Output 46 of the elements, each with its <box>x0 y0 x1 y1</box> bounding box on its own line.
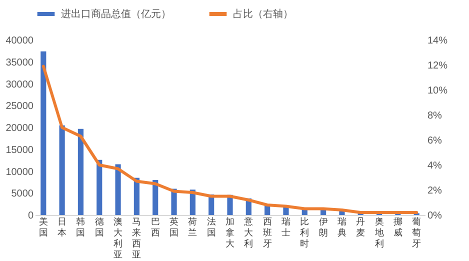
x-tick-label: 日本 <box>58 216 67 238</box>
x-tick-label: 巴西 <box>150 216 160 238</box>
y-tick-label: 30000 <box>6 79 34 90</box>
x-tick-label: 荷兰 <box>188 216 198 238</box>
x-tick-label: 法国 <box>206 216 216 238</box>
y-tick-label: 5000 <box>11 188 34 200</box>
y2-tick-label: 12% <box>428 60 448 72</box>
x-tick-label: 德国 <box>94 216 104 238</box>
bar <box>115 164 121 215</box>
x-tick-label: 西班牙 <box>262 216 272 248</box>
x-tick-label: 挪威 <box>393 216 402 238</box>
y2-tick-label: 4% <box>428 160 442 172</box>
y2-tick-label: 14% <box>428 36 448 46</box>
y2-tick-label: 8% <box>428 110 442 122</box>
x-tick-label: 瑞士 <box>281 216 290 238</box>
x-tick-label: 奥地利 <box>374 216 384 248</box>
x-tick-label: 美国 <box>38 216 48 238</box>
bar <box>78 128 84 215</box>
x-tick-label: 比利时 <box>300 216 310 248</box>
x-tick-label: 葡萄牙 <box>412 216 422 248</box>
line-series <box>42 64 418 214</box>
x-tick-label: 伊朗 <box>318 216 328 238</box>
x-tick-label: 意大利 <box>243 216 254 248</box>
x-tick-label: 马来西亚 <box>132 216 142 260</box>
y2-tick-label: 6% <box>428 136 442 146</box>
y2-tick-label: 10% <box>428 86 448 96</box>
x-tick-label: 澳大利亚 <box>114 216 123 260</box>
x-tick-label: 英国 <box>170 216 179 238</box>
y2-tick-label: 0% <box>428 210 442 222</box>
x-tick-label: 丹麦 <box>356 216 366 238</box>
y-tick-label: 20000 <box>6 123 34 134</box>
y-tick-label: 25000 <box>6 101 34 112</box>
x-tick-label: 瑞典 <box>337 216 346 238</box>
bar <box>40 51 46 215</box>
y-tick-label: 15000 <box>6 144 34 156</box>
y-tick-label: 35000 <box>6 57 34 68</box>
x-tick-label: 加拿大 <box>226 216 234 248</box>
legend-label: 进出口商品总值（亿元） <box>61 8 171 20</box>
x-tick-label: 韩国 <box>76 216 86 238</box>
bar <box>59 125 65 215</box>
bar <box>96 160 102 215</box>
y-tick-label: 10000 <box>6 166 34 178</box>
y2-tick-label: 2% <box>428 186 442 196</box>
y-tick-label: 0 <box>28 210 34 222</box>
y-tick-label: 40000 <box>6 36 34 46</box>
legend-label: 占比（右轴） <box>233 8 293 20</box>
